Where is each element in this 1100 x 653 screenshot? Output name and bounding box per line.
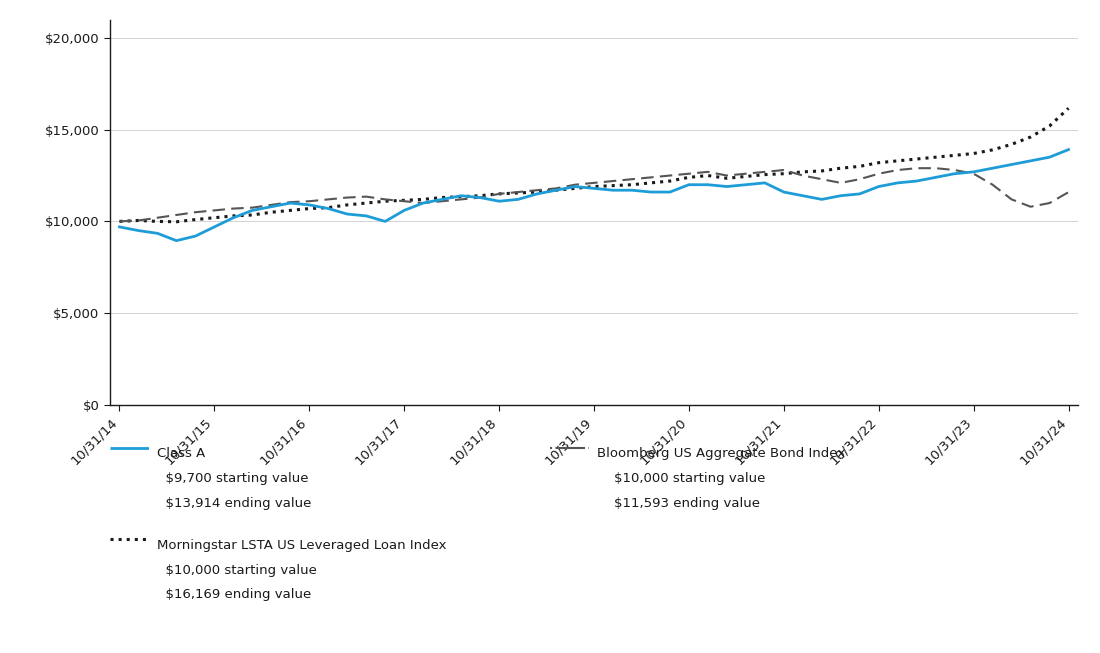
Text: $9,700 starting value: $9,700 starting value: [157, 472, 309, 485]
Text: $10,000 starting value: $10,000 starting value: [597, 472, 766, 485]
Text: $16,169 ending value: $16,169 ending value: [157, 588, 311, 601]
Text: Bloomberg US Aggregate Bond Index: Bloomberg US Aggregate Bond Index: [597, 447, 846, 460]
Text: $11,593 ending value: $11,593 ending value: [597, 497, 760, 510]
Text: Class A: Class A: [157, 447, 206, 460]
Text: Morningstar LSTA US Leveraged Loan Index: Morningstar LSTA US Leveraged Loan Index: [157, 539, 447, 552]
Text: $13,914 ending value: $13,914 ending value: [157, 497, 311, 510]
Text: $10,000 starting value: $10,000 starting value: [157, 564, 317, 577]
